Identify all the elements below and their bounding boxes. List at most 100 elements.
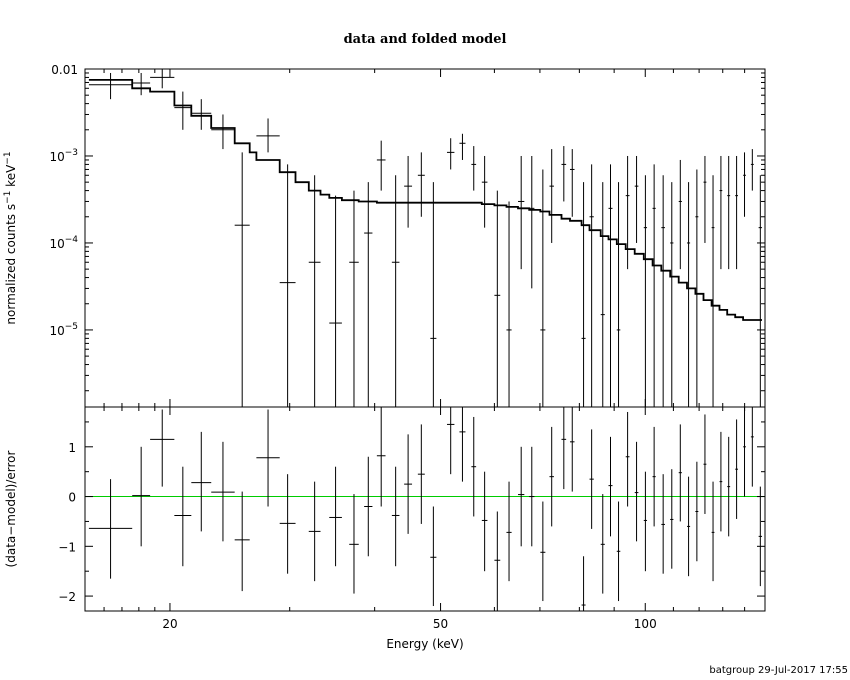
residual-point (211, 441, 235, 542)
data-point (652, 164, 656, 407)
top-axis-ticks (85, 68, 766, 407)
xlabel: Energy (keV) (386, 637, 463, 651)
residual-point (279, 474, 296, 574)
residual-point (391, 466, 400, 567)
data-point (349, 190, 359, 407)
ytick-label: 10−5 (49, 322, 78, 338)
ytick-label: 10−3 (49, 148, 78, 164)
residual-point (376, 407, 386, 507)
residual-point (634, 441, 639, 542)
residual-point (750, 407, 754, 487)
data-point (703, 155, 707, 243)
data-point (308, 175, 321, 407)
top-ylabel: normalized counts s−1 keV−1 (3, 151, 18, 324)
data-point (481, 155, 488, 228)
data-point (643, 175, 648, 407)
data-point (404, 155, 413, 228)
residual-point (540, 501, 546, 602)
residual-point (678, 424, 682, 522)
data-point (279, 164, 296, 407)
data-point (743, 152, 746, 217)
data-point (391, 175, 400, 407)
residual-point (404, 434, 413, 534)
data-point (376, 140, 386, 191)
residual-point (481, 471, 488, 572)
data-point (494, 190, 501, 407)
residual-point (625, 411, 630, 507)
residual-point (430, 506, 437, 607)
residual-point (561, 407, 567, 490)
residual-point (608, 436, 613, 537)
model-curve (88, 79, 762, 321)
data-point (719, 155, 723, 270)
residual-point (174, 466, 192, 567)
residual-point (150, 409, 175, 487)
residual-point (88, 479, 133, 579)
residual-point (643, 471, 648, 572)
residual-point (743, 407, 746, 497)
top-panel: 0.01 10−3 10−4 10−5 normalized counts s−1 k… (3, 63, 766, 408)
chart-title: data and folded model (344, 32, 507, 47)
data-point (529, 155, 535, 289)
data-point (417, 152, 425, 217)
ytick-label: 0 (68, 491, 76, 505)
data-points (88, 69, 763, 407)
data-point (540, 169, 546, 407)
data-point (695, 169, 699, 407)
residual-point (132, 446, 151, 547)
residual-point (661, 474, 665, 574)
residual-point (652, 426, 656, 527)
residual-point (670, 469, 674, 569)
bottom-panel-frame (84, 406, 766, 612)
residual-point (417, 424, 425, 524)
data-point (616, 182, 621, 407)
data-point (634, 155, 639, 243)
ytick-label: −1 (58, 540, 76, 554)
residual-point (687, 476, 691, 577)
residual-point (529, 446, 535, 547)
bottom-panel: −2 −1 0 1 20 50 100 (data−model)/error (4, 406, 766, 631)
data-point (750, 149, 754, 191)
ytick-label: 10−4 (49, 235, 78, 251)
data-point (711, 175, 715, 407)
residual-point (735, 419, 739, 519)
residual-point (329, 466, 342, 567)
residual-point (256, 409, 280, 507)
residual-point (569, 407, 575, 492)
data-point (549, 149, 554, 243)
xtick-label: 20 (162, 617, 177, 631)
residual-point (471, 416, 477, 517)
data-point (727, 155, 731, 270)
residual-point (308, 481, 321, 582)
data-point (758, 175, 763, 407)
xtick-label: 50 (433, 617, 448, 631)
residual-point (703, 414, 707, 514)
residual-point (695, 461, 699, 562)
data-point (581, 182, 586, 407)
residual-point (616, 501, 621, 602)
data-point (561, 146, 567, 202)
xtick-labels: 20 50 100 (162, 617, 656, 631)
bottom-ylabel: (data−model)/error (4, 450, 18, 567)
model-step-line (88, 79, 762, 321)
data-point (364, 182, 373, 407)
residual-point (727, 436, 731, 537)
bottom-axis-ticks (85, 407, 766, 611)
data-point (471, 146, 477, 191)
xtick-label: 100 (634, 617, 657, 631)
data-point (589, 164, 594, 407)
residual-point (719, 431, 723, 532)
top-ytick-labels: 0.01 10−3 10−4 10−5 (49, 63, 78, 338)
data-point (625, 155, 630, 270)
data-point (678, 159, 682, 270)
residual-points (88, 407, 763, 611)
bottom-ytick-labels: −2 −1 0 1 (58, 441, 76, 604)
data-point (735, 155, 739, 270)
data-point (174, 91, 192, 130)
residual-point (446, 407, 455, 475)
residual-point (234, 491, 250, 592)
data-point (329, 195, 342, 407)
data-point (150, 69, 175, 89)
residual-point (459, 407, 466, 482)
